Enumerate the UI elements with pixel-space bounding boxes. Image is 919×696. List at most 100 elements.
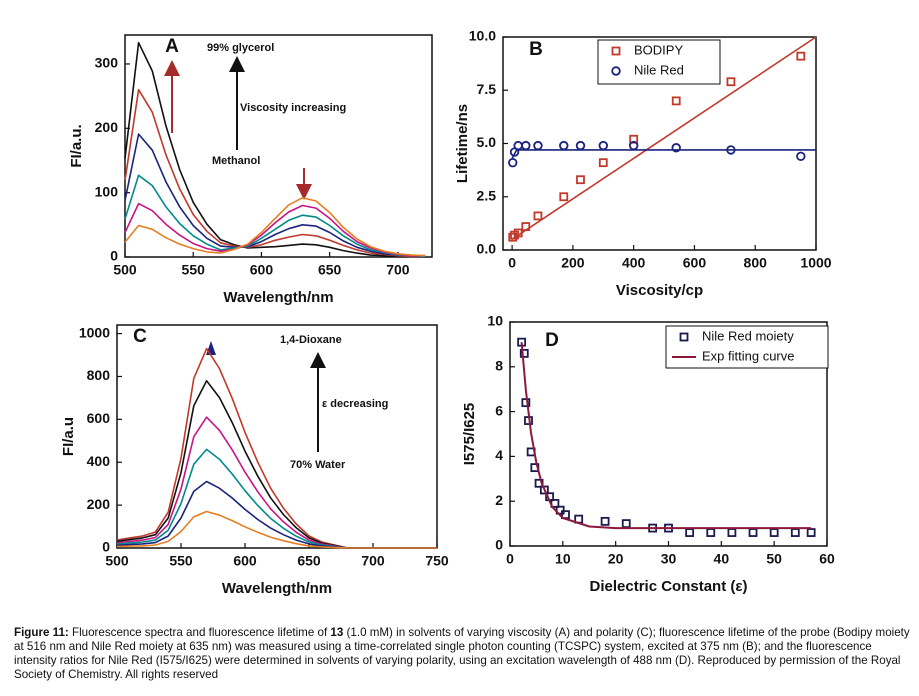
x-tick-label: 1000 (800, 255, 831, 271)
x-tick-label: 650 (318, 262, 342, 278)
marker (519, 348, 529, 358)
marker (576, 175, 585, 185)
caption-text: Fluorescence spectra and fluorescence li… (68, 626, 331, 639)
marker (508, 157, 518, 168)
y-tick-label: 100 (95, 183, 119, 199)
legend-label: Nile Red (634, 62, 684, 77)
marker (726, 145, 736, 155)
marker (611, 46, 621, 56)
y-tick-label: 6 (495, 402, 503, 418)
legend-label: BODIPY (634, 42, 683, 57)
marker (748, 528, 758, 537)
marker (679, 332, 689, 342)
x-tick-label: 20 (608, 551, 624, 567)
panel-label: A (165, 36, 179, 57)
panel-label: C (133, 326, 147, 347)
arrow-head (206, 341, 216, 355)
marker (726, 77, 736, 87)
marker (806, 528, 816, 537)
plot-frame (116, 324, 438, 549)
y-tick-label: 10.0 (469, 28, 496, 44)
y-axis-label: I575/I625 (461, 403, 478, 466)
x-tick-label: 0 (508, 255, 516, 271)
x-tick-label: 30 (661, 551, 677, 567)
caption-text: (1.0 mM) in solvents of varying viscosit… (14, 626, 910, 681)
marker (533, 140, 543, 151)
x-tick-label: 200 (561, 255, 585, 271)
annotation: ε decreasing (322, 398, 388, 410)
y-tick-label: 200 (87, 496, 111, 512)
marker (685, 528, 695, 537)
marker (796, 51, 806, 61)
marker (521, 398, 531, 408)
y-tick-label: 0 (102, 539, 110, 555)
fit-line (511, 149, 816, 159)
marker (521, 140, 531, 151)
x-tick-label: 0 (506, 551, 514, 567)
marker (600, 516, 610, 526)
marker (513, 228, 523, 238)
x-tick-label: 700 (361, 553, 385, 569)
x-tick-label: 10 (555, 551, 571, 567)
y-tick-label: 0.0 (477, 241, 497, 257)
legend-label: Nile Red moiety (702, 328, 794, 343)
x-tick-label: 600 (683, 255, 707, 271)
marker (539, 485, 549, 495)
spectrum-line (116, 347, 437, 549)
x-tick-label: 650 (297, 553, 321, 569)
x-tick-label: 500 (105, 553, 129, 569)
y-tick-label: 7.5 (477, 81, 497, 97)
marker (559, 140, 569, 151)
marker (598, 140, 608, 151)
x-axis-label: Wavelength/nm (222, 580, 332, 597)
spectrum-line (124, 133, 426, 258)
marker (621, 519, 631, 528)
annotation: 99% glycerol (207, 42, 274, 54)
x-tick-label: 40 (714, 551, 730, 567)
marker (575, 140, 586, 151)
x-tick-label: 550 (182, 262, 206, 278)
y-tick-label: 400 (87, 453, 111, 469)
marker (790, 528, 800, 537)
y-tick-label: 200 (95, 119, 119, 135)
compound: 13 (330, 626, 344, 639)
y-axis-label: FI/a.u (60, 417, 77, 456)
x-tick-label: 400 (622, 255, 646, 271)
panel-label: D (545, 330, 559, 351)
figure: 500 550 600 650 7000100200300Wavelength/nmFI… (60, 28, 835, 597)
caption-label: Figure 11: (14, 626, 69, 639)
fit-line (520, 342, 812, 530)
annotation: 1,4-Dioxane (280, 334, 342, 346)
marker (533, 211, 543, 221)
marker (521, 222, 531, 231)
x-axis-label: Dielectric Constant (ε) (590, 578, 748, 595)
annotation: 70% Water (290, 459, 346, 471)
x-tick-label: 600 (233, 553, 257, 569)
x-axis-label: Wavelength/nm (223, 289, 333, 306)
annotation: Methanol (212, 155, 260, 167)
spectrum-line (116, 416, 437, 549)
spectrum-line (124, 41, 426, 258)
legend-box (665, 325, 829, 369)
x-tick-label: 800 (744, 255, 768, 271)
marker (629, 134, 639, 144)
y-tick-label: 1000 (79, 324, 110, 340)
marker (796, 151, 806, 161)
plot-frame (124, 34, 433, 258)
x-tick-label: 550 (169, 553, 193, 569)
y-tick-label: 5.0 (477, 134, 497, 150)
spectrum-line (116, 510, 437, 549)
spectrum-line (124, 202, 426, 257)
marker (559, 192, 569, 202)
y-tick-label: 8 (495, 358, 503, 374)
marker (671, 143, 681, 153)
y-axis-label: FI/a.u. (68, 124, 85, 167)
marker (671, 96, 681, 106)
x-axis-label: Viscosity/cp (616, 282, 703, 299)
legend-label: Exp fitting curve (702, 348, 795, 363)
marker (628, 140, 639, 151)
spectrum-line (124, 174, 426, 258)
panel-label: B (529, 39, 543, 60)
x-tick-label: 60 (819, 551, 835, 567)
spectrum-line (124, 197, 426, 257)
